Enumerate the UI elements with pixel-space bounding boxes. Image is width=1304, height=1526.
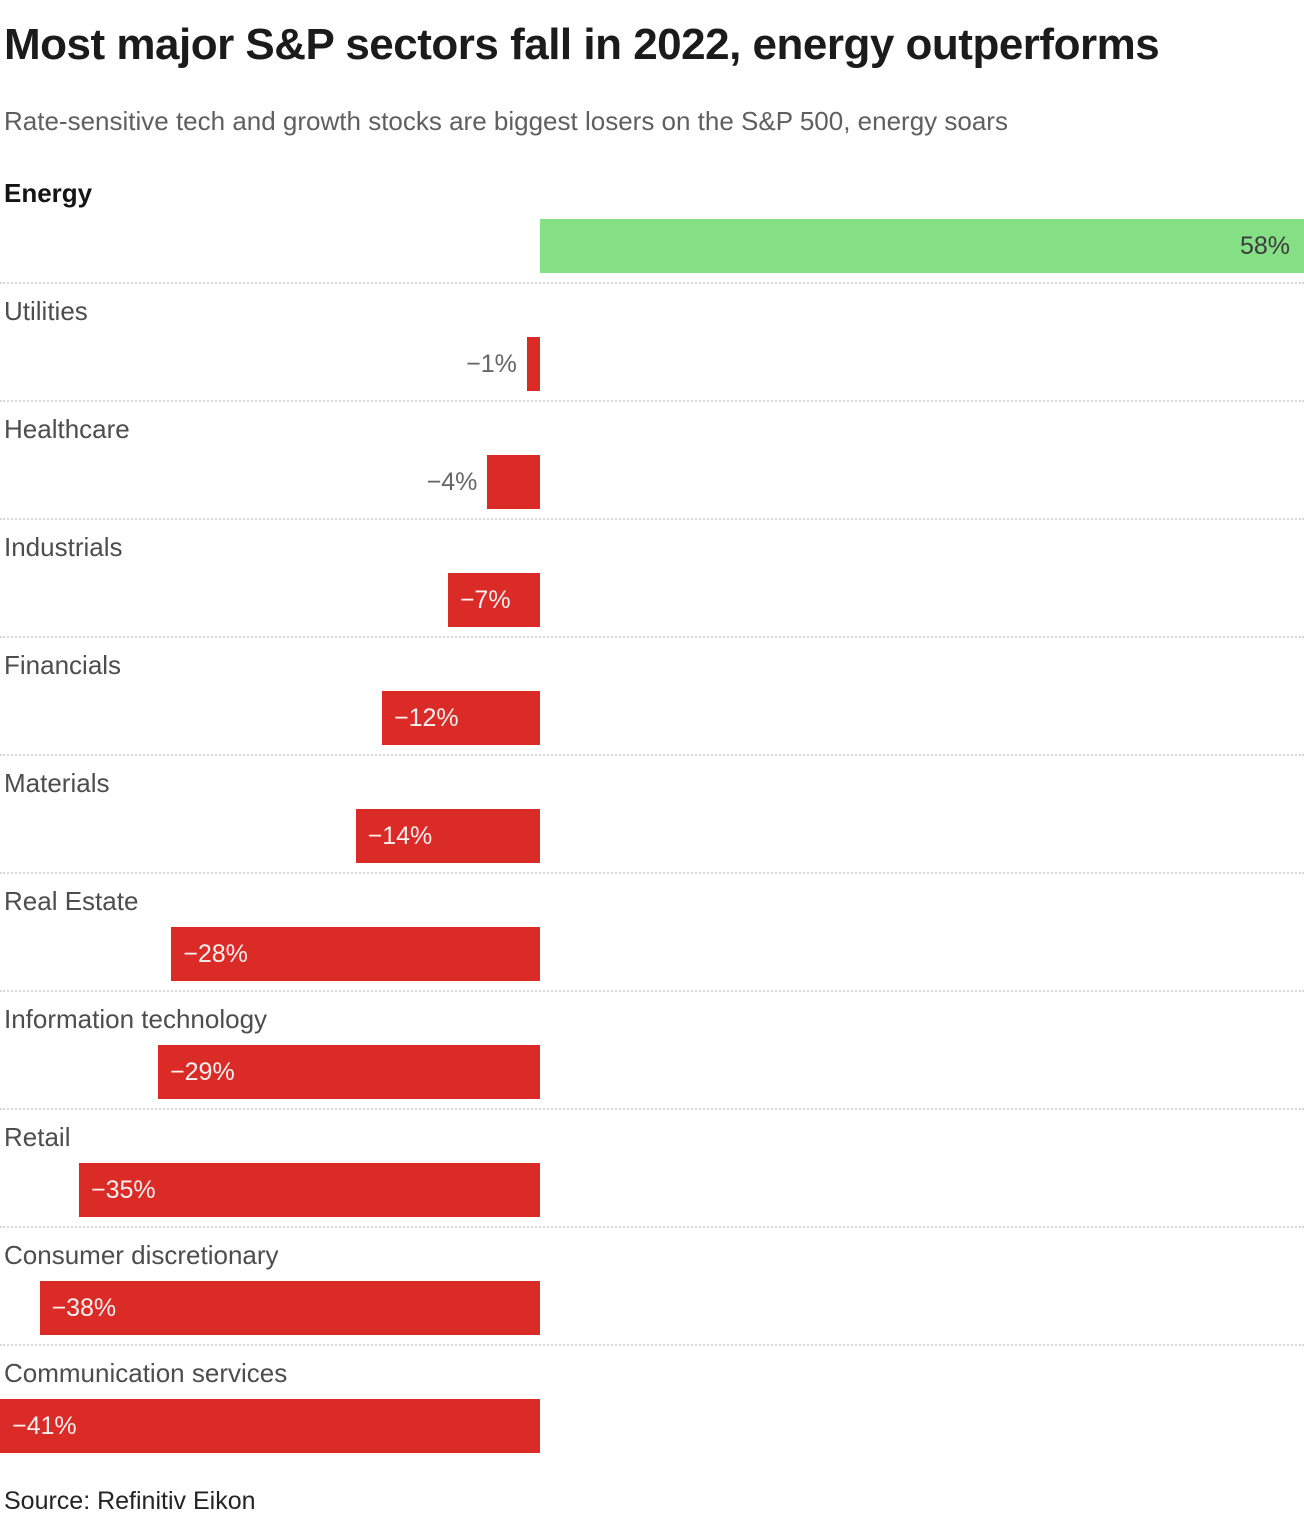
chart-row: Communication services −41% bbox=[0, 1346, 1304, 1464]
value-bar bbox=[381, 691, 541, 745]
value-label: −4% bbox=[426, 468, 478, 496]
chart-row: Healthcare −4% bbox=[0, 402, 1304, 520]
value-bar bbox=[487, 455, 541, 509]
category-label: Materials bbox=[4, 768, 110, 798]
value-bar bbox=[447, 573, 541, 627]
category-label: Energy bbox=[4, 178, 93, 208]
chart-row: Real Estate −28% bbox=[0, 874, 1304, 992]
value-bar bbox=[355, 809, 541, 863]
value-label: 58% bbox=[1239, 232, 1290, 260]
chart-row: Information technology −29% bbox=[0, 992, 1304, 1110]
value-label: −35% bbox=[91, 1176, 156, 1204]
chart-row: Retail −35% bbox=[0, 1110, 1304, 1228]
category-label: Consumer discretionary bbox=[4, 1240, 279, 1270]
source-note: Source: Refinitiv Eikon bbox=[4, 1487, 256, 1515]
value-bar bbox=[171, 927, 541, 981]
value-bar bbox=[526, 337, 541, 391]
category-label: Retail bbox=[4, 1122, 71, 1152]
value-label: −38% bbox=[51, 1294, 117, 1322]
value-label: −29% bbox=[170, 1058, 235, 1086]
value-label: −14% bbox=[367, 822, 433, 850]
chart-row: Utilities −1% bbox=[0, 284, 1304, 402]
value-label: −28% bbox=[183, 940, 248, 968]
category-label: Industrials bbox=[4, 532, 123, 562]
value-bar bbox=[0, 1399, 541, 1453]
value-label: −7% bbox=[459, 586, 511, 614]
category-label: Information technology bbox=[4, 1004, 268, 1034]
chart-title: Most major S&P sectors fall in 2022, ene… bbox=[4, 20, 1160, 69]
chart-row: Consumer discretionary −38% bbox=[0, 1228, 1304, 1346]
value-bar bbox=[540, 219, 1304, 273]
value-bar bbox=[79, 1163, 541, 1217]
chart-row: Industrials −7% bbox=[0, 520, 1304, 638]
value-label: −1% bbox=[466, 350, 517, 378]
category-label: Healthcare bbox=[4, 414, 130, 444]
value-label: −12% bbox=[393, 704, 459, 732]
value-bar bbox=[39, 1281, 541, 1335]
chart-row: Energy 58% bbox=[0, 166, 1304, 284]
category-label: Utilities bbox=[4, 296, 88, 326]
value-bar bbox=[158, 1045, 541, 1099]
chart-subtitle: Rate-sensitive tech and growth stocks ar… bbox=[4, 106, 1008, 136]
category-label: Financials bbox=[4, 650, 122, 680]
category-label: Real Estate bbox=[4, 886, 139, 916]
bar-chart: Energy 58% Utilities −1% Healthcare −4% Indust… bbox=[0, 166, 1304, 1464]
chart-row: Financials −12% bbox=[0, 638, 1304, 756]
category-label: Communication services bbox=[4, 1358, 288, 1388]
chart-row: Materials −14% bbox=[0, 756, 1304, 874]
value-label: −41% bbox=[12, 1412, 77, 1440]
